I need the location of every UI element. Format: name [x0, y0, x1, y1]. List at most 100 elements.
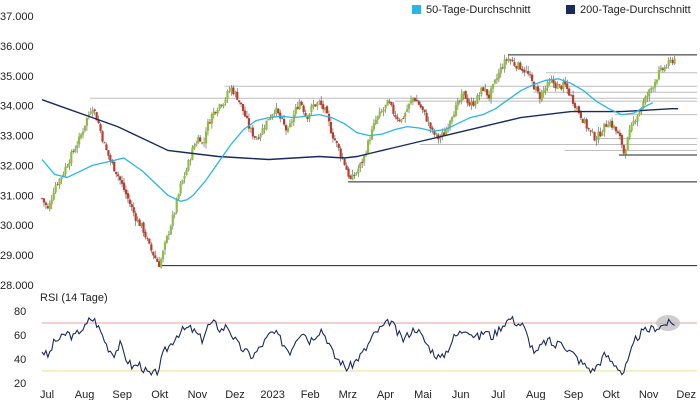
x-axis-label: Aug — [75, 389, 95, 400]
candle-down — [421, 106, 424, 110]
candle-up — [175, 199, 178, 213]
candle-up — [230, 87, 233, 92]
candle-down — [530, 74, 534, 81]
candle-up — [273, 113, 276, 115]
candle-up — [228, 90, 231, 92]
candle-up — [310, 105, 313, 113]
candle-up — [74, 149, 77, 153]
candle-up — [271, 114, 274, 118]
candle-up — [517, 62, 520, 70]
candle-down — [251, 127, 254, 137]
candle-down — [152, 251, 155, 256]
candle-down — [616, 131, 620, 134]
x-axis-label: Nov — [639, 389, 659, 400]
candle-up — [484, 88, 487, 92]
candle-down — [214, 111, 217, 114]
rsi-y-tick-label: 40 — [14, 354, 26, 366]
candle-up — [165, 235, 169, 243]
candle-up — [456, 101, 459, 106]
candle-down — [111, 160, 114, 163]
candle-down — [337, 144, 340, 148]
candle-up — [85, 118, 89, 126]
candle-up — [173, 212, 176, 215]
candle-up — [298, 101, 301, 110]
candle-up — [197, 137, 200, 144]
candle-up — [409, 100, 413, 104]
candle-down — [529, 74, 532, 76]
candle-up — [499, 67, 502, 74]
candle-up — [140, 222, 143, 227]
candle-up — [648, 89, 651, 97]
rsi-y-tick-label: 20 — [14, 378, 26, 390]
candle-up — [435, 133, 438, 135]
price-y-axis: 28.000 29.000 30.000 31.000 32.000 33.000 34.0… — [0, 11, 34, 292]
candle-up — [646, 95, 649, 98]
candle-up — [312, 104, 315, 107]
candle-down — [240, 102, 243, 105]
candle-up — [294, 107, 297, 114]
candle-down — [398, 119, 401, 122]
candle-up — [189, 160, 192, 162]
legend-label-ma50: 50-Tage-Durchschnitt — [426, 4, 531, 16]
candle-up — [480, 87, 483, 95]
candle-down — [120, 180, 124, 184]
candle-down — [425, 112, 428, 122]
candle-up — [632, 120, 635, 125]
candlestick-series — [40, 53, 676, 269]
candle-down — [333, 138, 336, 141]
candle-down — [458, 100, 461, 102]
candle-up — [493, 79, 497, 84]
candle-up — [575, 107, 579, 109]
candle-up — [525, 70, 528, 72]
candle-up — [450, 117, 454, 122]
x-axis-label: Okt — [602, 389, 619, 400]
candle-down — [538, 92, 541, 100]
candle-down — [56, 184, 59, 186]
x-axis-label: Feb — [301, 389, 320, 400]
candle-down — [564, 81, 567, 85]
candle-down — [241, 104, 245, 112]
candle-down — [247, 118, 251, 129]
candle-down — [599, 131, 602, 137]
candle-up — [368, 139, 372, 142]
legend-label-ma200: 200-Tage-Durchschnitt — [580, 4, 691, 16]
candle-down — [158, 261, 161, 267]
candle-up — [288, 123, 292, 127]
candle-up — [286, 127, 290, 132]
candle-down — [466, 98, 469, 104]
candle-up — [380, 111, 383, 113]
candle-up — [193, 145, 196, 149]
candle-up — [445, 129, 448, 135]
candle-down — [402, 118, 405, 119]
candle-down — [279, 112, 282, 119]
candle-down — [568, 88, 571, 96]
candle-down — [581, 118, 584, 123]
price-y-tick-label: 34.000 — [0, 101, 34, 113]
rsi-y-axis: 20 40 60 80 — [14, 306, 26, 390]
candle-down — [472, 101, 475, 106]
candle-up — [667, 59, 670, 66]
candle-up — [597, 131, 600, 140]
candle-down — [423, 109, 426, 113]
candle-down — [511, 59, 514, 62]
candle-down — [200, 142, 204, 144]
candle-up — [290, 121, 294, 123]
candle-up — [612, 126, 616, 129]
candle-down — [95, 112, 98, 121]
candle-down — [429, 122, 432, 129]
candle-down — [277, 108, 280, 114]
candle-down — [560, 85, 563, 90]
candle-down — [97, 119, 100, 124]
candle-up — [374, 120, 377, 124]
candle-up — [642, 101, 645, 108]
candle-down — [150, 244, 153, 251]
x-axis-label: Jun — [452, 389, 470, 400]
candle-down — [579, 112, 582, 119]
candle-down — [296, 106, 299, 110]
candle-down — [126, 193, 130, 199]
candle-down — [505, 59, 508, 61]
candle-up — [655, 79, 659, 83]
rsi-y-tick-label: 80 — [14, 306, 26, 318]
candle-up — [159, 259, 163, 268]
candle-down — [585, 119, 588, 129]
